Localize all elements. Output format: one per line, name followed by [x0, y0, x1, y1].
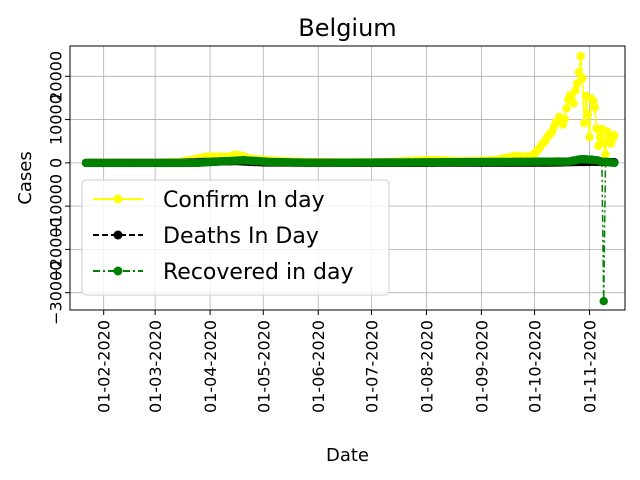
x-tick-label: 01-09-2020 — [472, 320, 491, 413]
data-point — [596, 132, 605, 141]
data-point — [610, 158, 619, 168]
data-point — [583, 110, 592, 119]
legend: Confirm In day Deaths In Day Recovered in … — [81, 179, 390, 296]
chart-title: Belgium — [298, 14, 396, 42]
x-tick-label: 01-05-2020 — [254, 320, 273, 413]
series-3 — [81, 155, 619, 306]
x-axis-title: Date — [326, 445, 369, 466]
data-point — [572, 79, 582, 88]
x-axis: 01-02-2020 01-03-2020 01-04-2020 01-05-2020… — [95, 310, 600, 413]
y-tick-label: −10000 — [47, 174, 66, 238]
data-point — [599, 297, 608, 306]
x-tick-label: 01-07-2020 — [362, 320, 381, 413]
data-point — [569, 99, 578, 108]
x-tick-label: 01-02-2020 — [95, 320, 114, 413]
y-tick-label: 20000 — [47, 51, 66, 102]
data-point — [560, 114, 569, 124]
x-tick-label: 01-10-2020 — [526, 320, 545, 413]
y-tick-label: −30000 — [47, 261, 66, 325]
legend-marker — [113, 230, 123, 240]
x-tick-label: 01-11-2020 — [581, 320, 600, 413]
x-tick-label: 01-03-2020 — [146, 320, 165, 413]
plot-frame — [69, 45, 626, 311]
legend-box — [81, 179, 390, 296]
data-point — [610, 131, 619, 140]
x-tick-label: 01-06-2020 — [309, 320, 328, 413]
data-point — [601, 150, 610, 159]
x-tick-label: 01-04-2020 — [201, 320, 220, 413]
data-point — [580, 118, 589, 128]
data-point — [588, 96, 598, 106]
data-point — [576, 51, 585, 61]
x-tick-label: 01-08-2020 — [417, 320, 436, 413]
data-point — [562, 104, 571, 113]
data-point — [571, 86, 580, 95]
legend-marker — [113, 266, 123, 276]
data-point — [599, 138, 608, 148]
legend-marker — [113, 194, 123, 204]
y-tick-label: 0 — [47, 158, 66, 168]
legend-label: Confirm In day — [163, 188, 325, 213]
y-axis-title: Cases — [15, 151, 36, 204]
series-layer — [81, 51, 619, 306]
y-tick-label: 10000 — [47, 94, 66, 145]
data-point — [578, 74, 587, 83]
y-tick-label: −20000 — [47, 217, 66, 281]
data-point — [585, 132, 594, 142]
data-point — [590, 103, 600, 112]
legend-label: Recovered in day — [163, 260, 354, 285]
legend-label: Deaths In Day — [163, 224, 319, 249]
